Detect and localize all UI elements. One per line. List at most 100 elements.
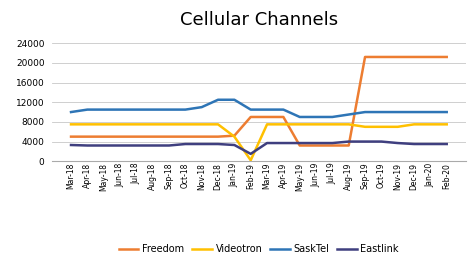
Eastlink (362, 140, 368, 143)
Videotron (101, 123, 106, 126)
Freedom (444, 55, 449, 59)
Freedom (166, 135, 172, 138)
Eastlink (199, 142, 205, 146)
SaskTel (264, 108, 270, 111)
Videotron (117, 123, 123, 126)
Videotron (330, 123, 335, 126)
Eastlink (379, 140, 384, 143)
Freedom (313, 144, 319, 147)
Videotron (182, 123, 188, 126)
Videotron (395, 125, 400, 128)
Title: Cellular Channels: Cellular Channels (180, 11, 338, 29)
Freedom (68, 135, 74, 138)
Freedom (101, 135, 106, 138)
SaskTel (248, 108, 254, 111)
Eastlink (101, 144, 106, 147)
Line: Eastlink: Eastlink (71, 142, 446, 154)
SaskTel (182, 108, 188, 111)
SaskTel (281, 108, 286, 111)
SaskTel (297, 115, 303, 119)
Freedom (85, 135, 90, 138)
Freedom (281, 115, 286, 119)
SaskTel (428, 110, 433, 114)
Videotron (231, 135, 237, 138)
Videotron (313, 123, 319, 126)
Freedom (297, 144, 303, 147)
Eastlink (264, 142, 270, 145)
SaskTel (215, 98, 221, 101)
Videotron (248, 158, 254, 162)
Videotron (166, 123, 172, 126)
Freedom (330, 144, 335, 147)
SaskTel (150, 108, 155, 111)
Videotron (297, 123, 303, 126)
Videotron (68, 123, 74, 126)
SaskTel (395, 110, 400, 114)
SaskTel (444, 110, 449, 114)
Eastlink (248, 152, 254, 155)
Freedom (133, 135, 139, 138)
Eastlink (297, 142, 303, 145)
Freedom (231, 134, 237, 137)
Videotron (428, 123, 433, 126)
Freedom (117, 135, 123, 138)
SaskTel (411, 110, 417, 114)
Freedom (428, 55, 433, 59)
Videotron (264, 123, 270, 126)
Freedom (199, 135, 205, 138)
Line: Videotron: Videotron (71, 124, 446, 160)
SaskTel (231, 98, 237, 101)
SaskTel (199, 105, 205, 109)
SaskTel (117, 108, 123, 111)
Videotron (215, 123, 221, 126)
SaskTel (313, 115, 319, 119)
Eastlink (444, 142, 449, 146)
Videotron (199, 123, 205, 126)
Videotron (346, 123, 352, 126)
Eastlink (346, 140, 352, 143)
Videotron (281, 123, 286, 126)
SaskTel (85, 108, 90, 111)
Eastlink (150, 144, 155, 147)
Eastlink (313, 142, 319, 145)
SaskTel (68, 110, 74, 114)
Freedom (346, 144, 352, 147)
Freedom (379, 55, 384, 59)
Eastlink (68, 143, 74, 147)
Eastlink (215, 142, 221, 146)
Eastlink (85, 144, 90, 147)
Freedom (395, 55, 400, 59)
Videotron (85, 123, 90, 126)
Eastlink (330, 142, 335, 145)
Videotron (150, 123, 155, 126)
Eastlink (411, 142, 417, 146)
Freedom (362, 55, 368, 59)
Freedom (411, 55, 417, 59)
Eastlink (166, 144, 172, 147)
Line: SaskTel: SaskTel (71, 100, 446, 117)
Line: Freedom: Freedom (71, 57, 446, 145)
Eastlink (428, 142, 433, 146)
Videotron (379, 125, 384, 128)
Freedom (182, 135, 188, 138)
SaskTel (346, 113, 352, 116)
SaskTel (133, 108, 139, 111)
Videotron (411, 123, 417, 126)
SaskTel (166, 108, 172, 111)
Freedom (215, 135, 221, 138)
SaskTel (379, 110, 384, 114)
Videotron (133, 123, 139, 126)
Eastlink (117, 144, 123, 147)
SaskTel (101, 108, 106, 111)
Eastlink (182, 142, 188, 146)
Videotron (444, 123, 449, 126)
Eastlink (133, 144, 139, 147)
SaskTel (330, 115, 335, 119)
Eastlink (281, 142, 286, 145)
Eastlink (395, 142, 400, 145)
Freedom (248, 115, 254, 119)
SaskTel (362, 110, 368, 114)
Eastlink (231, 143, 237, 147)
Videotron (362, 125, 368, 128)
Freedom (150, 135, 155, 138)
